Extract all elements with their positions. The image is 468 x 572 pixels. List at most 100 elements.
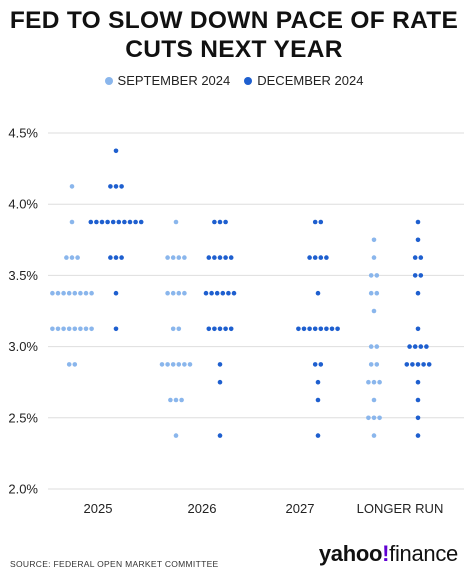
dot-september xyxy=(83,290,89,296)
dot-september xyxy=(66,290,72,296)
dot-september xyxy=(72,326,78,332)
logo-yahoo: yahoo xyxy=(318,541,383,566)
dot-september xyxy=(368,362,374,367)
dot-december xyxy=(315,397,321,403)
dot-december xyxy=(315,379,321,385)
dot-september xyxy=(50,290,55,296)
dot-december xyxy=(424,344,429,349)
dot-december xyxy=(415,219,421,225)
dot-september xyxy=(371,379,377,385)
y-tick-label: 3.0% xyxy=(8,339,38,354)
dot-september xyxy=(83,326,89,332)
dot-september xyxy=(371,255,377,260)
dot-december xyxy=(217,379,223,385)
dot-december xyxy=(113,184,119,189)
dot-september xyxy=(374,273,380,278)
dot-december xyxy=(318,326,324,332)
legend-label-september: SEPTEMBER 2024 xyxy=(117,73,231,88)
dot-december xyxy=(412,273,418,278)
dot-september xyxy=(371,415,377,421)
dot-december xyxy=(88,219,94,225)
dot-december xyxy=(105,219,110,225)
dot-september xyxy=(182,255,187,260)
dot-september xyxy=(374,290,380,296)
dot-december xyxy=(404,362,410,367)
dot-december xyxy=(415,433,421,438)
dot-december xyxy=(315,433,321,438)
dot-december xyxy=(415,415,421,421)
dot-december xyxy=(307,326,312,332)
dot-september xyxy=(368,290,374,296)
dot-september xyxy=(368,273,374,278)
dot-september xyxy=(366,379,371,385)
dot-september xyxy=(371,433,377,438)
y-tick-label: 2.0% xyxy=(8,482,38,497)
dot-december xyxy=(318,219,324,225)
dot-september xyxy=(374,362,380,367)
dot-september xyxy=(374,344,380,349)
dot-december xyxy=(415,237,421,243)
dot-december xyxy=(203,290,209,296)
dot-december xyxy=(108,255,113,260)
legend-item-december: DECEMBER 2024 xyxy=(244,73,363,88)
y-tick-label: 4.5% xyxy=(8,126,38,141)
dot-december xyxy=(228,326,234,332)
dot-december xyxy=(312,326,318,332)
dot-december xyxy=(226,290,231,296)
dot-september xyxy=(165,362,170,367)
dot-december xyxy=(99,219,105,225)
dot-september xyxy=(173,433,179,438)
legend: SEPTEMBER 2024 DECEMBER 2024 xyxy=(0,73,468,88)
dot-september xyxy=(72,290,78,296)
dot-september xyxy=(170,326,176,332)
dot-december xyxy=(415,290,421,296)
x-tick-label: 2026 xyxy=(188,501,217,516)
legend-dot-december xyxy=(244,76,253,85)
dot-december xyxy=(418,255,424,260)
gridlines xyxy=(48,132,464,490)
dot-september xyxy=(69,255,75,260)
dot-september xyxy=(66,362,72,367)
dot-december xyxy=(113,290,119,296)
dot-september xyxy=(371,397,377,403)
dot-september xyxy=(170,255,176,260)
dot-december xyxy=(212,326,217,332)
x-tick-label: 2025 xyxy=(84,501,113,516)
legend-dot-september xyxy=(104,76,113,85)
dot-september xyxy=(78,326,83,332)
dot-december xyxy=(418,273,424,278)
dot-december xyxy=(209,290,214,296)
dot-september xyxy=(55,326,61,332)
dot-december xyxy=(110,219,116,225)
dot-december xyxy=(113,326,119,332)
dot-september xyxy=(170,290,176,296)
dot-september xyxy=(168,397,173,403)
dot-december xyxy=(324,255,329,260)
dot-december xyxy=(223,255,228,260)
yahoo-finance-logo: yahoo!finance xyxy=(319,541,458,567)
dot-september xyxy=(78,290,83,296)
dot-december xyxy=(415,326,421,332)
dot-september xyxy=(165,290,170,296)
dot-december xyxy=(122,219,127,225)
dot-september xyxy=(89,290,94,296)
dot-december xyxy=(119,255,124,260)
dot-december xyxy=(410,362,415,367)
dot-december xyxy=(231,290,237,296)
dot-december xyxy=(415,362,421,367)
dot-september xyxy=(170,362,176,367)
dot-september xyxy=(72,362,78,367)
dot-september xyxy=(371,237,377,243)
dot-september xyxy=(377,379,382,385)
dot-september xyxy=(61,290,66,296)
dot-december xyxy=(217,326,223,332)
dot-september xyxy=(50,326,55,332)
chart-title: FED TO SLOW DOWN PACE OF RATE CUTS NEXT … xyxy=(0,6,468,64)
dot-december xyxy=(116,219,122,225)
dot-september xyxy=(89,326,94,332)
dot-december xyxy=(315,290,321,296)
dot-december xyxy=(312,255,318,260)
title-line-2: CUTS NEXT YEAR xyxy=(125,36,343,63)
dot-december xyxy=(212,219,217,225)
